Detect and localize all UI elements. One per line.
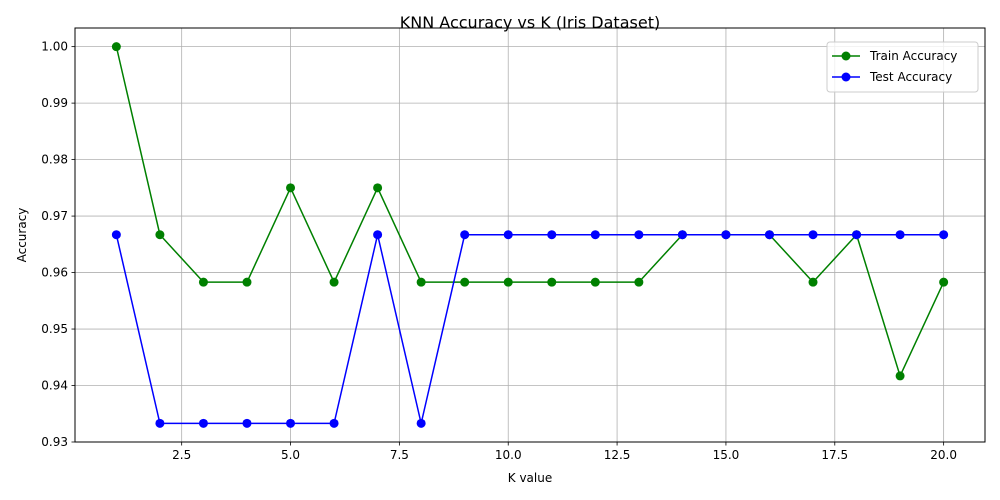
y-tick-label: 0.99 (41, 96, 68, 110)
data-point-test-accuracy (286, 418, 296, 428)
data-point-test-accuracy (721, 230, 731, 240)
data-point-train-accuracy (503, 277, 513, 287)
data-point-train-accuracy (939, 277, 949, 287)
data-point-train-accuracy (373, 183, 383, 193)
x-tick-label: 15.0 (713, 448, 740, 462)
data-point-train-accuracy (460, 277, 470, 287)
legend-label: Train Accuracy (869, 49, 957, 63)
x-tick-label: 20.0 (930, 448, 957, 462)
x-axis-title: K value (508, 471, 552, 485)
legend: Train Accuracy Test Accuracy (826, 41, 979, 93)
data-point-train-accuracy (416, 277, 426, 287)
data-point-test-accuracy (634, 230, 644, 240)
x-tick-label: 17.5 (821, 448, 848, 462)
series-layer (111, 42, 949, 428)
data-point-test-accuracy (242, 418, 252, 428)
data-point-train-accuracy (808, 277, 818, 287)
data-point-test-accuracy (808, 230, 818, 240)
legend-item-test-accuracy: Test Accuracy (832, 70, 952, 84)
x-tick-label: 5.0 (281, 448, 300, 462)
data-point-test-accuracy (198, 418, 208, 428)
y-tick-label: 0.98 (41, 153, 68, 167)
x-tick-label: 12.5 (604, 448, 631, 462)
data-point-test-accuracy (111, 230, 121, 240)
y-tick-label: 0.97 (41, 209, 68, 223)
x-tick-label: 7.5 (390, 448, 409, 462)
data-point-train-accuracy (547, 277, 557, 287)
data-point-test-accuracy (764, 230, 774, 240)
data-point-train-accuracy (634, 277, 644, 287)
legend-box (826, 41, 979, 93)
y-tick-label: 0.94 (41, 379, 68, 393)
data-point-test-accuracy (939, 230, 949, 240)
data-point-test-accuracy (852, 230, 862, 240)
data-point-test-accuracy (373, 230, 383, 240)
legend-marker (841, 72, 851, 82)
data-point-train-accuracy (198, 277, 208, 287)
data-point-train-accuracy (329, 277, 339, 287)
legend-marker (841, 51, 851, 61)
y-ticks: 0.93 0.94 0.95 0.96 0.97 0.98 0.99 1.00 (41, 40, 75, 449)
data-point-test-accuracy (155, 418, 165, 428)
y-axis-title: Accuracy (15, 208, 29, 263)
y-tick-label: 0.96 (41, 266, 68, 280)
plot-frame (74, 27, 986, 443)
legend-item-train-accuracy: Train Accuracy (832, 49, 957, 63)
data-point-test-accuracy (677, 230, 687, 240)
legend-label: Test Accuracy (869, 70, 952, 84)
data-point-test-accuracy (329, 418, 339, 428)
series-line-train-accuracy (115, 46, 945, 377)
chart-title: KNN Accuracy vs K (Iris Dataset) (400, 13, 660, 32)
data-point-test-accuracy (547, 230, 557, 240)
y-tick-label: 1.00 (41, 40, 68, 54)
data-point-train-accuracy (155, 230, 165, 240)
data-point-train-accuracy (286, 183, 296, 193)
data-point-test-accuracy (895, 230, 905, 240)
y-tick-label: 0.95 (41, 322, 68, 336)
x-tick-label: 10.0 (495, 448, 522, 462)
data-point-test-accuracy (590, 230, 600, 240)
data-point-train-accuracy (111, 42, 121, 52)
data-point-train-accuracy (895, 371, 905, 381)
data-point-train-accuracy (242, 277, 252, 287)
data-point-test-accuracy (460, 230, 470, 240)
data-point-train-accuracy (590, 277, 600, 287)
x-ticks: 2.5 5.0 7.5 10.0 12.5 15.0 17.5 20.0 (172, 442, 957, 462)
series-line-test-accuracy (115, 233, 944, 425)
y-tick-label: 0.93 (41, 435, 68, 449)
data-point-test-accuracy (416, 418, 426, 428)
x-tick-label: 2.5 (172, 448, 191, 462)
data-point-test-accuracy (503, 230, 513, 240)
series-test-accuracy (111, 230, 949, 428)
